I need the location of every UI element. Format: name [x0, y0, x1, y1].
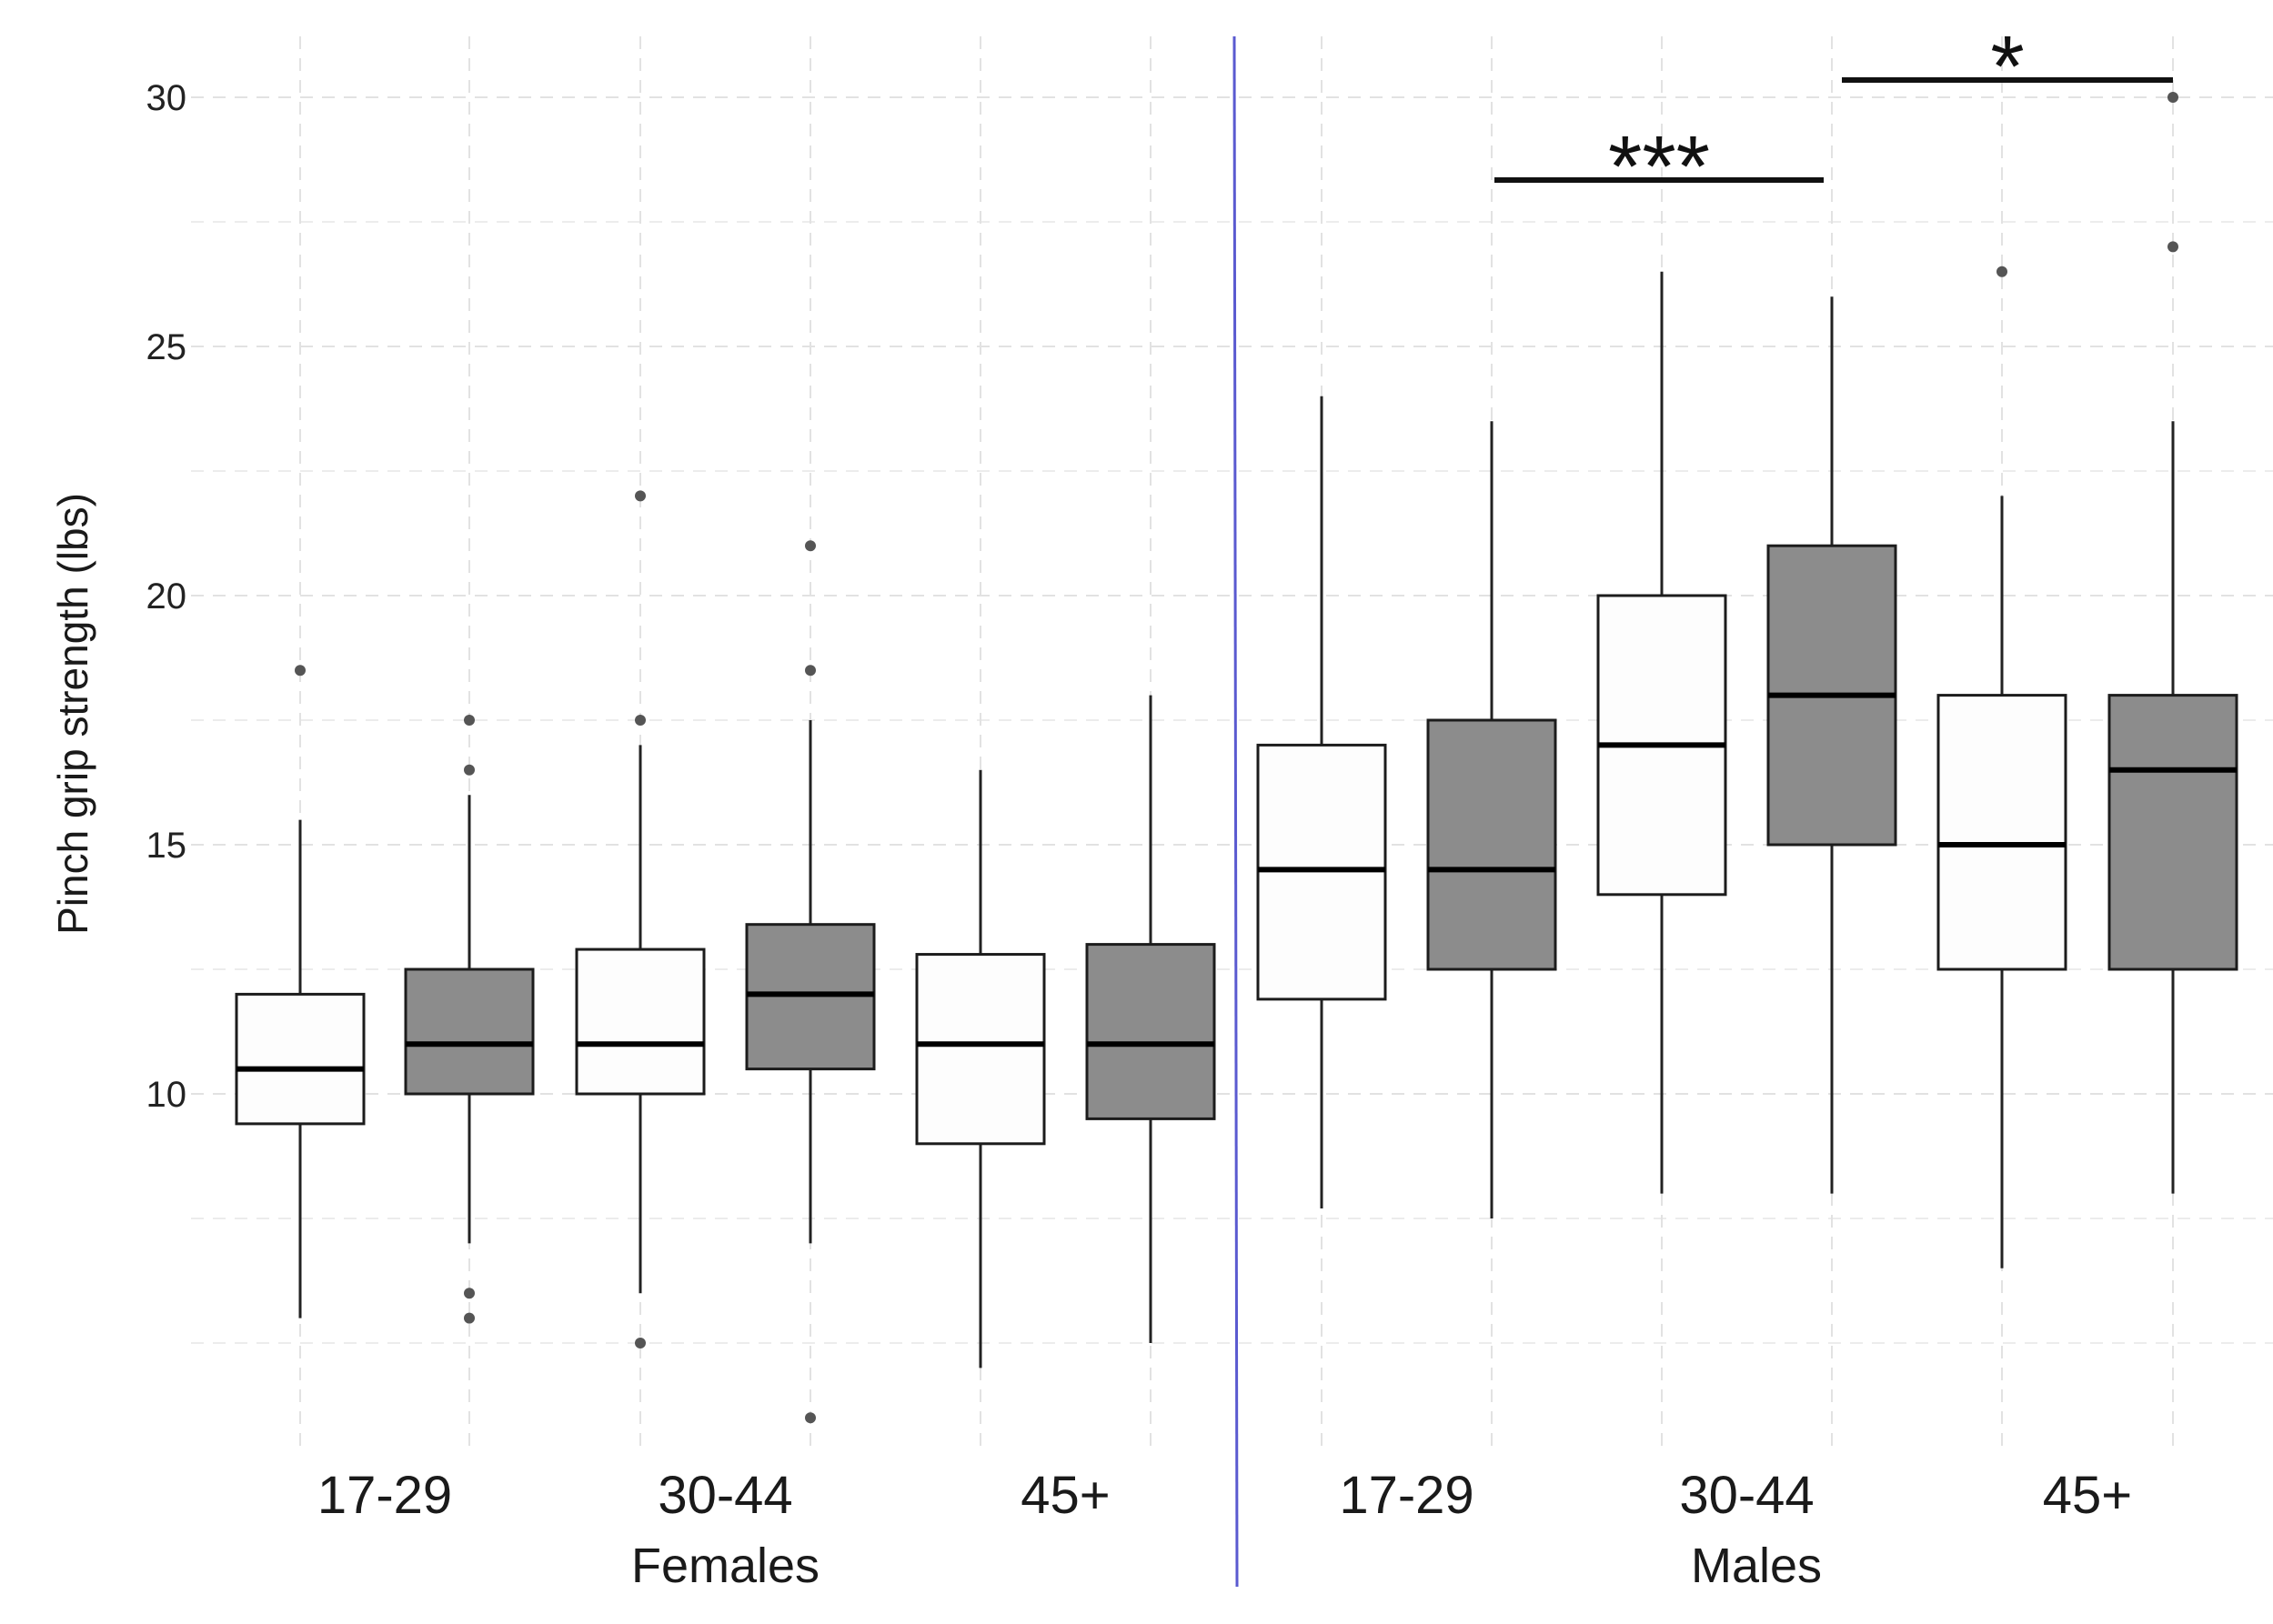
group-divider-line — [1232, 35, 1239, 1588]
significance-annotations: **** — [1494, 18, 2173, 216]
significance-label: *** — [1608, 118, 1710, 216]
outlier-point — [464, 1312, 475, 1324]
outlier-point — [805, 540, 816, 552]
outlier-point — [805, 1412, 816, 1424]
outlier-point — [635, 490, 646, 502]
y-tick-label: 10 — [146, 1075, 187, 1115]
outlier-point — [2167, 241, 2178, 253]
x-group-label: Males — [1691, 1539, 1822, 1593]
box-males-17-29-light — [1256, 396, 1387, 1209]
box-females-30-44-light — [575, 490, 706, 1348]
outlier-point — [805, 665, 816, 677]
box-females-17-29-light — [235, 665, 366, 1318]
x-category-label: 30-44 — [658, 1466, 792, 1525]
outlier-point — [464, 764, 475, 776]
box-iqr — [235, 992, 366, 1126]
box-iqr — [1085, 943, 1216, 1120]
x-category-label: 45+ — [1021, 1466, 1110, 1525]
outlier-point — [2167, 92, 2178, 103]
outlier-point — [635, 1338, 646, 1348]
outlier-point — [464, 1288, 475, 1299]
box-males-17-29-dark — [1426, 421, 1557, 1218]
box-males-45+-light — [1936, 266, 2067, 1268]
y-tick-label: 20 — [146, 576, 187, 617]
y-tick-label: 15 — [146, 826, 187, 866]
significance-bracket: * — [1842, 18, 2173, 115]
box-iqr — [575, 947, 706, 1096]
outlier-point — [295, 665, 306, 677]
y-tick-label: 30 — [146, 78, 187, 118]
box-iqr — [1426, 718, 1557, 971]
outlier-point — [635, 715, 646, 726]
significance-label: * — [1990, 18, 2024, 115]
x-category-label: 45+ — [2043, 1466, 2132, 1525]
box-iqr — [915, 953, 1046, 1146]
outlier-point — [1996, 266, 2007, 277]
outlier-point — [464, 715, 475, 726]
y-tick-label: 25 — [146, 327, 187, 367]
box-iqr — [1936, 694, 2067, 971]
significance-bracket: *** — [1494, 118, 1824, 216]
x-category-label: 30-44 — [1679, 1466, 1814, 1525]
box-females-45+-dark — [1085, 695, 1216, 1343]
x-category-label: 17-29 — [317, 1466, 452, 1525]
box-iqr — [2107, 694, 2238, 971]
group-divider — [1232, 35, 1239, 1588]
x-group-label: Females — [631, 1539, 820, 1593]
axes-labels: 10 15 20 25 30 Pinch grip strength (lbs) 17-29… — [49, 78, 2132, 1593]
box-females-17-29-dark — [404, 715, 535, 1324]
box-females-30-44-dark — [745, 540, 876, 1424]
y-axis-title: Pinch grip strength (lbs) — [49, 493, 96, 935]
x-category-label: 17-29 — [1339, 1466, 1473, 1525]
box-males-45+-dark — [2107, 92, 2238, 1194]
box-males-30-44-dark — [1766, 296, 1897, 1194]
box-iqr — [404, 967, 535, 1096]
boxes — [235, 92, 2238, 1424]
box-males-30-44-light — [1596, 271, 1727, 1194]
box-females-45+-light — [915, 769, 1046, 1368]
